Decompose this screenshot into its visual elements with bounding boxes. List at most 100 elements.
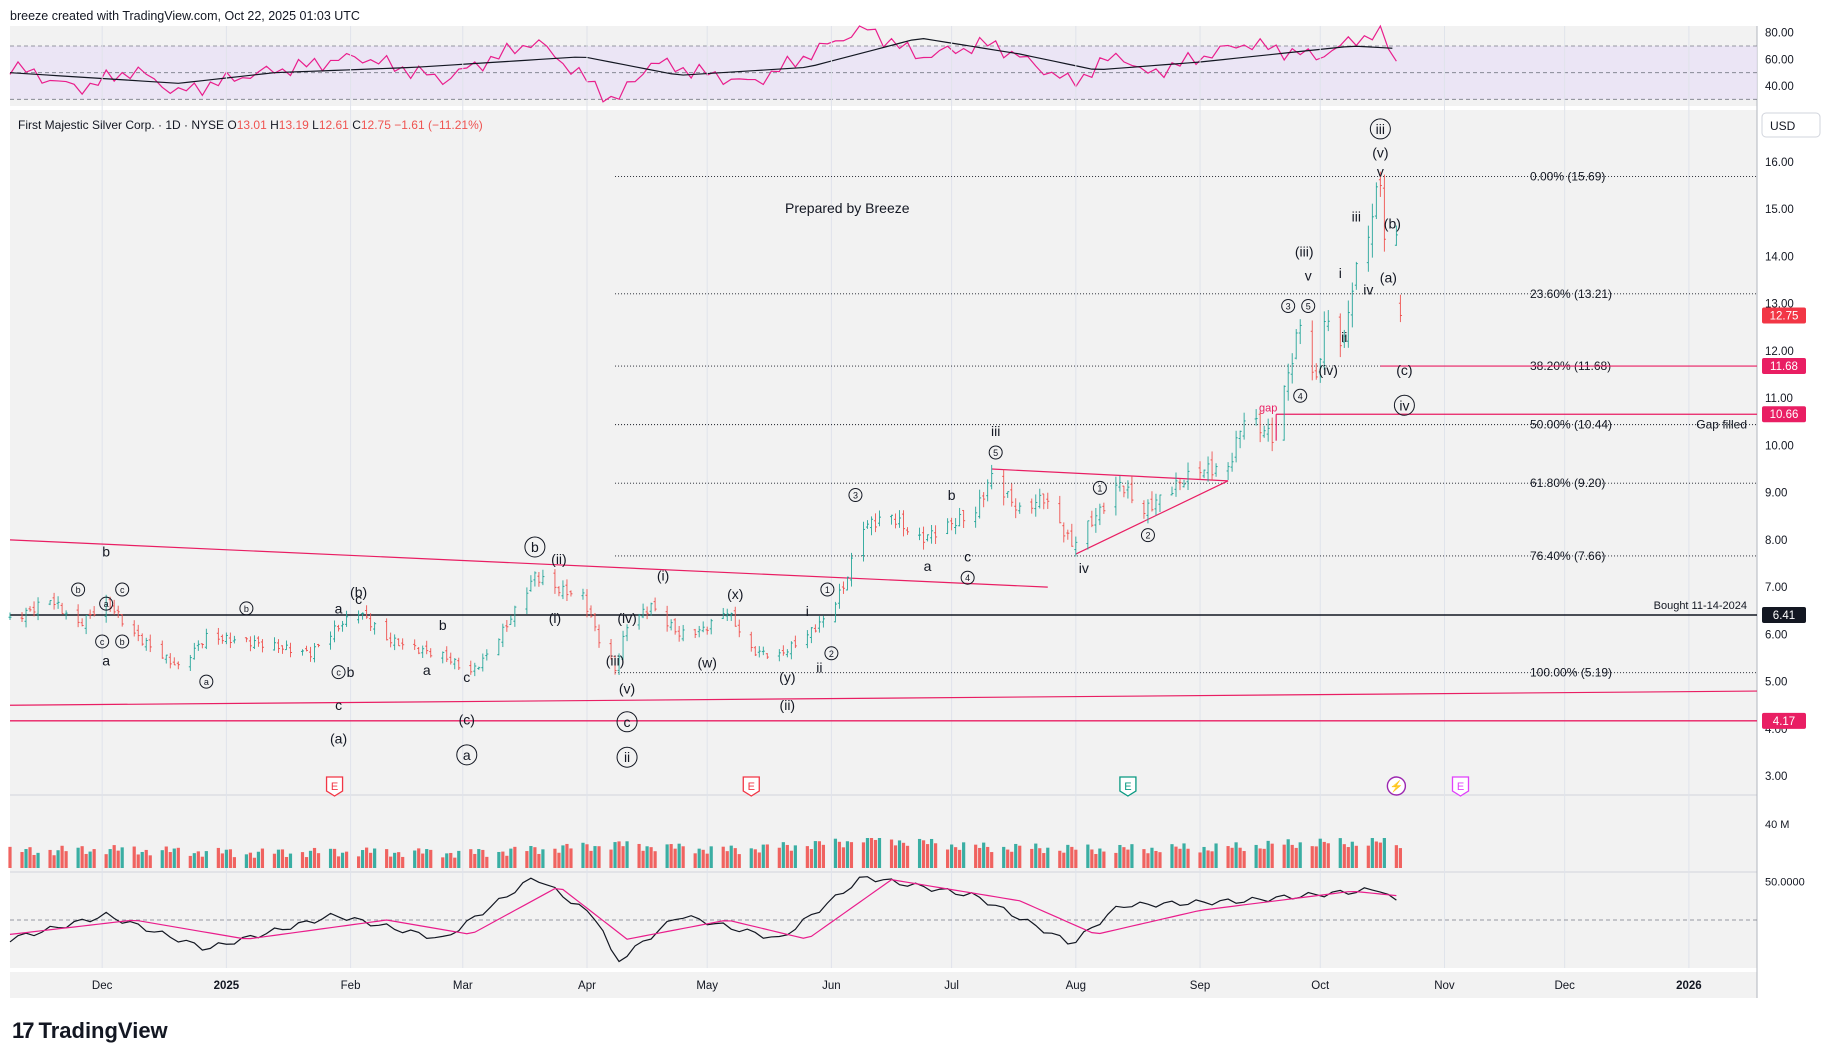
volume-bar — [893, 845, 898, 868]
wave-label-circle — [960, 570, 975, 585]
volume-bar — [1150, 847, 1154, 868]
candle — [777, 649, 781, 662]
volume-bar — [32, 854, 36, 868]
volume-bar — [697, 848, 701, 868]
wave-label-text: (v) — [1372, 145, 1388, 161]
wave-label-text: b — [531, 539, 539, 555]
wave-label-text: 5 — [993, 448, 998, 458]
price-tag: 6.41 — [1762, 607, 1806, 624]
candle — [280, 645, 284, 654]
volume-bar — [445, 853, 449, 868]
candle — [813, 624, 817, 633]
rsi-band — [10, 46, 1757, 100]
wave-label: (v) — [619, 681, 635, 697]
wave-label: (a) — [330, 730, 347, 746]
wave-label-circle — [616, 711, 638, 733]
candle — [453, 658, 457, 670]
wave-label: (c) — [1396, 362, 1412, 378]
candle — [1014, 498, 1018, 519]
time-tick-label: Jul — [944, 980, 959, 992]
volume-bar — [569, 848, 573, 868]
volume-bar — [958, 849, 962, 868]
candle — [565, 579, 569, 602]
wave-label: a — [102, 652, 110, 668]
candle — [148, 634, 152, 653]
volume-bar — [777, 847, 781, 868]
candle — [417, 646, 421, 655]
price-tick-label: 5.00 — [1765, 677, 1787, 689]
candle — [533, 571, 537, 587]
wave-label-text: i — [806, 603, 809, 619]
volume-bar — [845, 841, 850, 868]
volume-bar — [809, 849, 813, 868]
volume-bar — [889, 839, 894, 868]
event-marker: E — [1451, 776, 1470, 797]
volume-bar — [252, 857, 257, 868]
fib-level-label: 76.40% (7.66) — [1530, 549, 1605, 563]
volume-bar — [557, 852, 561, 868]
volume-bar — [429, 849, 433, 868]
candle — [224, 632, 228, 645]
candle — [1254, 409, 1258, 426]
candle — [1102, 502, 1106, 514]
candle — [369, 613, 373, 631]
trend-line — [991, 468, 1229, 482]
event-marker-label: ⚡ — [1390, 780, 1404, 793]
candle — [1074, 536, 1078, 557]
wave-label: c — [355, 591, 362, 607]
candle — [982, 492, 986, 508]
gap-label: gap — [1259, 403, 1277, 415]
candle — [80, 618, 84, 627]
candle — [216, 627, 220, 645]
candle — [906, 527, 910, 535]
candle — [1058, 495, 1062, 524]
candle — [894, 513, 898, 529]
candle — [725, 608, 729, 621]
candle — [1182, 479, 1186, 488]
wave-label-text: (b) — [1384, 215, 1401, 231]
candle — [176, 661, 180, 670]
wave-label: (iv) — [1319, 362, 1338, 378]
candle — [501, 623, 505, 648]
candle — [693, 628, 697, 639]
volume-bar — [669, 844, 673, 868]
candle — [609, 639, 613, 660]
volume-bar — [1314, 846, 1318, 868]
candle — [48, 600, 52, 606]
candle — [248, 636, 252, 652]
price-tick-label: 9.00 — [1765, 488, 1787, 500]
wave-label-text: (iii) — [1295, 244, 1314, 260]
wave-label-circle — [1369, 118, 1391, 140]
volume-bar — [1186, 848, 1190, 868]
price-tick-label: 14.00 — [1765, 251, 1794, 263]
wave-label: b — [524, 536, 546, 558]
volume-bar — [425, 849, 429, 868]
candle — [385, 618, 389, 641]
candle — [1394, 225, 1398, 246]
candle — [869, 516, 873, 536]
volume-bar — [36, 852, 40, 868]
volume-bar — [525, 851, 529, 868]
price-tag-label: 4.17 — [1773, 716, 1795, 728]
time-tick-label: Feb — [341, 980, 361, 992]
wave-label-text: (ii) — [551, 551, 567, 567]
candle — [284, 640, 288, 651]
wave-label-text: a — [204, 677, 209, 687]
wave-label-text: c — [336, 668, 341, 678]
candle — [641, 603, 645, 619]
volume-bar — [104, 854, 108, 868]
candle — [1294, 329, 1298, 360]
candle — [1018, 502, 1022, 514]
wave-label: c — [616, 711, 638, 733]
volume-bar — [1034, 843, 1038, 868]
candle — [569, 590, 573, 597]
volume-bar — [188, 855, 192, 868]
wave-label: 3 — [848, 488, 863, 503]
volume-bar — [1242, 851, 1246, 868]
volume-bar — [637, 843, 641, 868]
volume-bar — [509, 848, 513, 868]
event-marker-circle — [1386, 776, 1407, 796]
wave-label: c — [115, 582, 130, 597]
time-tick-label: Dec — [92, 980, 113, 992]
